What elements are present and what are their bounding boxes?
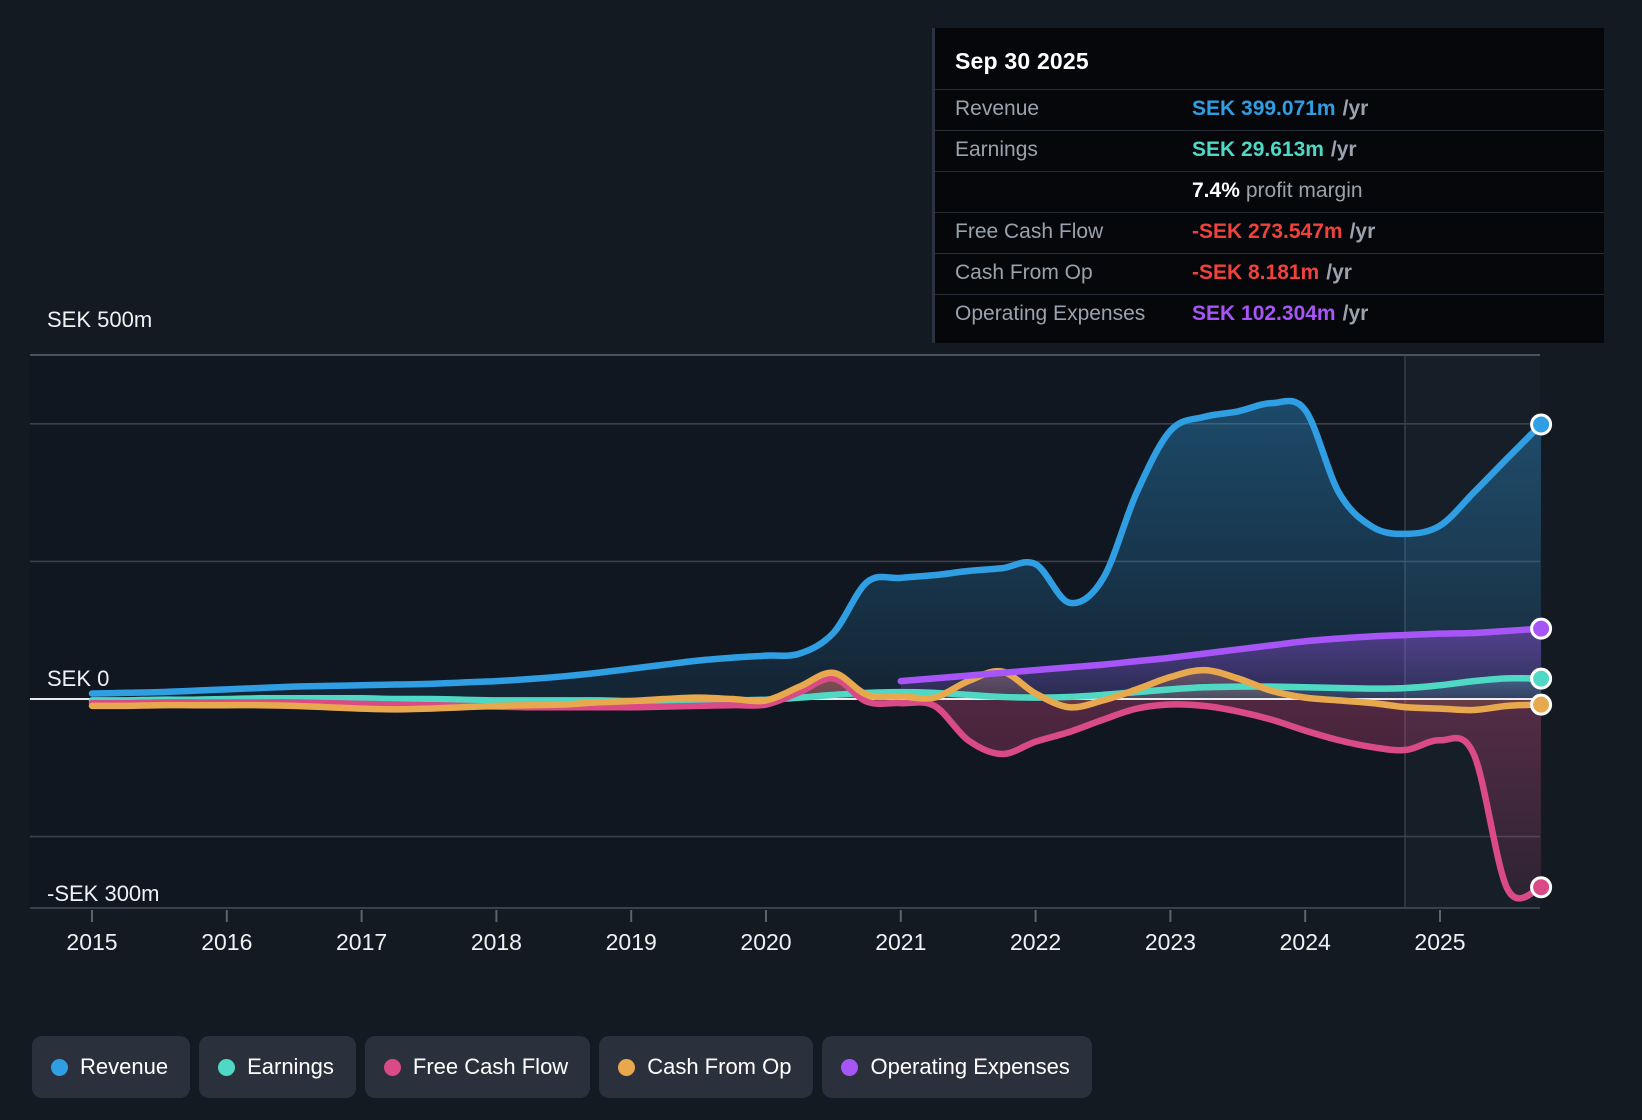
y-axis-bottom-label: -SEK 300m bbox=[47, 881, 160, 906]
tooltip-row-label: Earnings bbox=[955, 138, 1038, 161]
endpoint-marker-earnings bbox=[1530, 667, 1553, 690]
tooltip-row-value: SEK 399.071m bbox=[1192, 97, 1336, 120]
tooltip-row: Free Cash Flow -SEK 273.547m/yr bbox=[935, 212, 1604, 253]
x-axis-ticks bbox=[30, 907, 1540, 922]
legend-item-free-cash-flow[interactable]: Free Cash Flow bbox=[364, 1036, 591, 1098]
x-axis-tick-label: 2024 bbox=[1280, 929, 1331, 955]
tooltip-row-label: Operating Expenses bbox=[955, 302, 1146, 325]
legend-color-dot-icon bbox=[618, 1058, 636, 1076]
endpoint-marker-free-cash-flow bbox=[1530, 876, 1553, 899]
legend-item-cash-from-op[interactable]: Cash From Op bbox=[599, 1036, 814, 1098]
line-earnings bbox=[88, 674, 1545, 705]
line-revenue bbox=[88, 397, 1545, 697]
endpoint-marker-revenue bbox=[1530, 413, 1553, 436]
tooltip-row: 7.4% profit margin bbox=[935, 171, 1604, 212]
x-axis-tick-label: 2015 bbox=[66, 929, 117, 955]
x-axis-tick-label: 2022 bbox=[1010, 929, 1061, 955]
tooltip-row-label: Free Cash Flow bbox=[955, 220, 1104, 243]
series-lines bbox=[88, 397, 1545, 902]
x-axis-tick-label: 2017 bbox=[336, 929, 387, 955]
tooltip-row-value: -SEK 273.547m bbox=[1192, 220, 1343, 243]
profit-margin-text: profit margin bbox=[1245, 179, 1363, 202]
tooltip-row-value: SEK 29.613m bbox=[1192, 138, 1324, 161]
y-axis-top-label: SEK 500m bbox=[47, 307, 152, 332]
tooltip-row: Cash From Op -SEK 8.181m/yr bbox=[935, 253, 1604, 294]
tooltip-row-value: -SEK 8.181m bbox=[1192, 261, 1320, 284]
endpoint-marker-operating-expenses bbox=[1530, 617, 1553, 640]
legend-item-label: Cash From Op bbox=[647, 1054, 792, 1079]
legend-color-dot-icon bbox=[51, 1058, 68, 1076]
x-axis-tick-label: 2018 bbox=[471, 929, 522, 955]
profit-margin-value: 7.4% bbox=[1192, 179, 1240, 202]
chart-legend[interactable]: Revenue Earnings Free Cash Flow Cash From O… bbox=[32, 1036, 1092, 1098]
tooltip-date: Sep 30 2025 bbox=[955, 48, 1089, 74]
legend-item-earnings[interactable]: Earnings bbox=[199, 1036, 356, 1098]
tooltip-row-label: Revenue bbox=[955, 97, 1040, 120]
endpoint-marker-cash-from-op bbox=[1530, 693, 1553, 716]
legend-color-dot-icon bbox=[383, 1058, 401, 1076]
tooltip-row: Earnings SEK 29.613m/yr bbox=[935, 130, 1604, 171]
x-axis-labels: 2015 2016 2017 2018 2019 2020 2021 2022 2023 2024… bbox=[66, 929, 1465, 955]
tooltip-row-unit: /yr bbox=[1342, 97, 1369, 120]
x-axis-tick-label: 2016 bbox=[201, 929, 252, 955]
series-endpoints bbox=[1530, 413, 1553, 899]
area-operating-expenses bbox=[900, 628, 1542, 699]
tooltip-row: Operating Expenses SEK 102.304m/yr bbox=[935, 294, 1604, 335]
line-cash-from-op bbox=[88, 666, 1545, 714]
legend-item-label: Operating Expenses bbox=[870, 1054, 1070, 1079]
tooltip-row-unit: /yr bbox=[1330, 138, 1357, 161]
x-axis-tick-label: 2025 bbox=[1414, 929, 1465, 955]
legend-color-dot-icon bbox=[218, 1058, 236, 1076]
tooltip-rows: Revenue SEK 399.071m/yr Earnings SEK 29.613… bbox=[935, 89, 1604, 335]
y-axis-zero-label: SEK 0 bbox=[47, 666, 109, 691]
tooltip-row-unit: /yr bbox=[1342, 302, 1369, 325]
x-axis-tick-label: 2020 bbox=[740, 929, 791, 955]
legend-item-label: Free Cash Flow bbox=[412, 1054, 569, 1079]
tooltip-row-value: SEK 102.304m bbox=[1192, 302, 1336, 325]
line-free-cash-flow bbox=[88, 675, 1545, 902]
tooltip-row-label: Cash From Op bbox=[955, 261, 1093, 284]
line-operating-expenses bbox=[897, 625, 1545, 685]
area-revenue bbox=[92, 400, 1542, 699]
tooltip-row-unit: /yr bbox=[1349, 220, 1376, 243]
x-axis-tick-label: 2023 bbox=[1145, 929, 1196, 955]
tooltip-row: Revenue SEK 399.071m/yr bbox=[935, 89, 1604, 130]
x-axis-tick-label: 2019 bbox=[606, 929, 657, 955]
legend-item-label: Revenue bbox=[80, 1054, 169, 1079]
tooltip-row-unit: /yr bbox=[1326, 261, 1352, 284]
x-axis-tick-label: 2021 bbox=[875, 929, 926, 955]
legend-color-dot-icon bbox=[841, 1058, 859, 1076]
legend-item-revenue[interactable]: Revenue bbox=[32, 1036, 191, 1098]
data-tooltip: Sep 30 2025 Revenue SEK 399.071m/yr Earnin… bbox=[932, 28, 1604, 343]
legend-item-label: Earnings bbox=[247, 1054, 334, 1079]
legend-item-operating-expenses[interactable]: Operating Expenses bbox=[822, 1036, 1092, 1098]
